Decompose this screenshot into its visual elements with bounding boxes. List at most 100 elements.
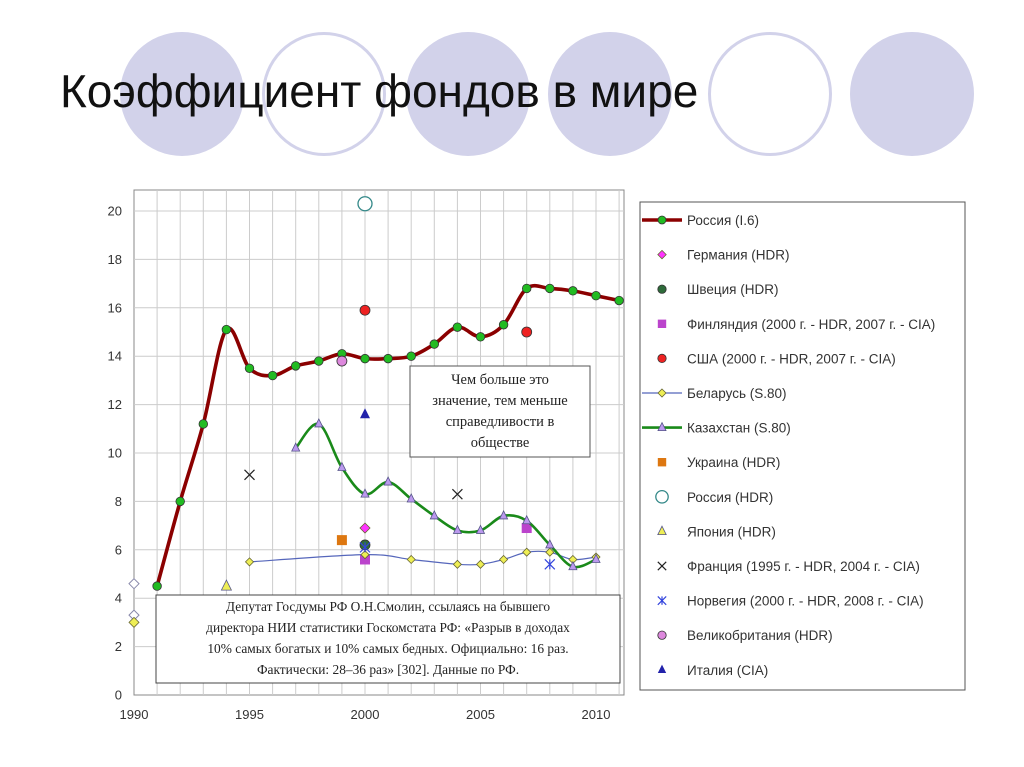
legend-marker <box>657 215 667 225</box>
data-point <box>336 355 348 367</box>
axes: 0 2 4 6 8 10 12 14 16 18 20 1990 1995 2000 2005 2010 <box>108 204 611 723</box>
legend-label: Украина (HDR) <box>687 455 780 470</box>
data-point <box>498 510 509 520</box>
y-tick-label: 4 <box>115 591 122 606</box>
data-point <box>360 353 370 364</box>
decor-circle-2 <box>406 32 530 156</box>
x-tick-label: 1995 <box>235 707 264 722</box>
x-tick-label: 1990 <box>120 707 149 722</box>
y-tick-label: 2 <box>115 639 122 654</box>
y-tick-label: 0 <box>115 688 122 703</box>
data-point <box>360 408 370 419</box>
note-line: значение, тем меньше <box>432 393 567 409</box>
slide-title: Коэффициент фондов в мире <box>60 65 699 117</box>
legend-marker <box>657 458 667 467</box>
y-tick-label: 16 <box>108 300 122 315</box>
data-point <box>452 322 463 332</box>
source-box <box>155 594 621 684</box>
legend-label: Италия (CIA) <box>687 663 768 678</box>
data-point <box>522 283 532 294</box>
y-tick-label: 6 <box>115 542 122 557</box>
data-point <box>359 304 371 316</box>
data-point <box>220 579 233 591</box>
data-point <box>359 541 371 553</box>
data-point <box>452 524 463 534</box>
data-point <box>521 523 532 534</box>
data-point <box>429 339 440 349</box>
source-line: Фактически: 28–36 раз» [302]. Данные по … <box>257 662 519 677</box>
legend-label: Казахстан (S.80) <box>687 421 791 436</box>
legend-marker <box>657 284 667 294</box>
data-point <box>544 558 556 570</box>
data-point <box>291 361 301 371</box>
legend-marker <box>657 353 667 363</box>
data-point <box>128 577 140 590</box>
data-point <box>360 488 370 498</box>
legend-marker <box>657 421 667 432</box>
legend-label: Россия (HDR) <box>687 490 773 505</box>
decor-ring-2 <box>708 32 832 156</box>
legend-marker <box>657 388 667 398</box>
x-tick-label: 2000 <box>351 707 380 722</box>
data-point <box>498 320 509 330</box>
legend-label: Франция (1995 г. - HDR, 2004 г. - CIA) <box>687 559 920 574</box>
data-point <box>383 353 393 364</box>
data-point <box>475 524 486 534</box>
legend-entries: Россия (I.6) Германия (HDR) Швеция (HDR) Фи… <box>642 213 935 678</box>
data-point <box>221 324 232 335</box>
y-tick-label: 10 <box>108 446 122 461</box>
legend-label: Беларусь (S.80) <box>687 386 787 401</box>
data-point <box>499 554 509 565</box>
data-point <box>614 295 624 306</box>
note-box <box>409 365 591 458</box>
annotations: Чем больше это значение, тем меньше справе… <box>155 365 621 684</box>
legend-marker <box>657 249 667 260</box>
legend-marker <box>657 525 667 535</box>
legend-label: США (2000 г. - HDR, 2007 г. - CIA) <box>687 351 896 366</box>
x-tick-label: 2010 <box>582 707 611 722</box>
data-point <box>244 557 255 567</box>
data-point <box>545 539 555 549</box>
note-line: Чем больше это <box>451 372 549 388</box>
legend-marker <box>657 561 667 571</box>
data-point <box>475 559 486 569</box>
legend-label: Швеция (HDR) <box>687 282 778 297</box>
data-point <box>521 326 533 338</box>
x-tick-label: 2005 <box>466 707 495 722</box>
data-point <box>337 461 347 471</box>
source-line: Депутат Госдумы РФ О.Н.Смолин, ссылаясь … <box>226 599 550 614</box>
legend-label: Германия (HDR) <box>687 248 790 263</box>
decor-circle-4 <box>850 32 974 156</box>
data-point <box>175 496 185 507</box>
data-point <box>360 550 370 560</box>
y-tick-label: 8 <box>115 494 122 509</box>
data-point <box>591 291 601 301</box>
data-point <box>244 469 255 481</box>
legend-label: Финляндия (2000 г. - HDR, 2007 г. - CIA) <box>687 317 935 332</box>
data-point <box>545 547 555 557</box>
decor-ring-1 <box>262 32 386 156</box>
source-line: 10% самых богатых и 10% самых бедных. Оф… <box>207 641 568 656</box>
decor-circle-1 <box>120 32 244 156</box>
data-point <box>267 370 278 381</box>
legend-marker <box>657 630 667 640</box>
series-layer <box>128 196 624 628</box>
note-line: справедливости в <box>446 414 555 430</box>
data-point <box>314 356 324 366</box>
legend-label: Россия (I.6) <box>687 213 759 228</box>
data-point <box>244 363 255 374</box>
data-point <box>291 442 301 452</box>
data-point <box>152 581 162 591</box>
data-point <box>383 476 393 486</box>
data-point <box>475 332 486 342</box>
data-point <box>522 514 532 525</box>
legend-marker <box>657 664 667 673</box>
decor-circle-3 <box>548 32 672 156</box>
data-point <box>198 419 209 429</box>
y-tick-label: 18 <box>108 252 122 267</box>
data-point <box>545 283 555 294</box>
legend-label: Норвегия (2000 г. - HDR, 2008 г. - CIA) <box>687 594 924 609</box>
data-point <box>522 547 532 557</box>
y-tick-label: 14 <box>108 349 122 364</box>
